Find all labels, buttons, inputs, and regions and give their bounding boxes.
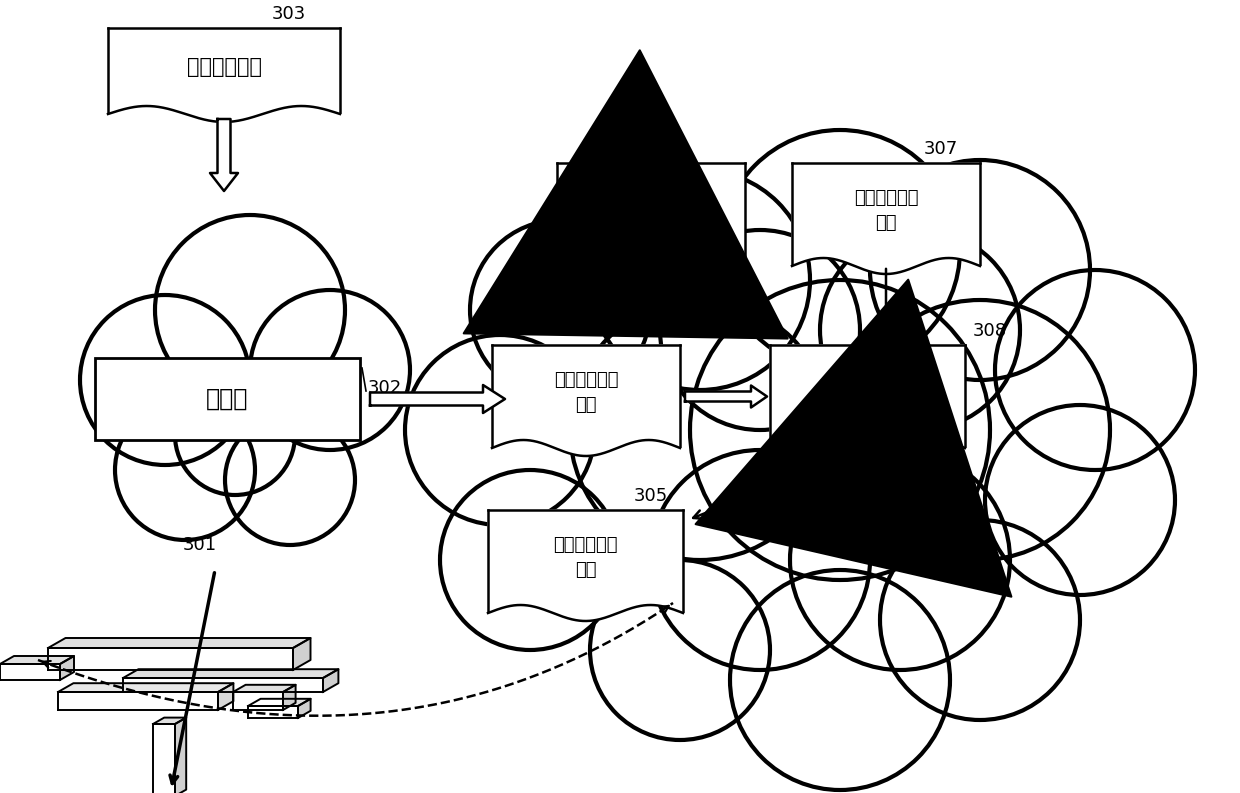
Circle shape [81,295,250,465]
Text: 当前理论位置
信息: 当前理论位置 信息 [854,189,919,232]
Polygon shape [557,163,745,274]
Polygon shape [210,119,238,191]
Polygon shape [293,638,310,670]
Circle shape [820,230,1021,430]
Circle shape [224,415,355,545]
Circle shape [720,130,960,370]
Text: 306: 306 [639,140,673,158]
Polygon shape [489,510,683,621]
Polygon shape [58,692,218,710]
Circle shape [590,170,810,390]
Polygon shape [248,699,310,706]
Circle shape [470,220,650,400]
Text: 运行控制指令: 运行控制指令 [186,57,262,77]
Polygon shape [248,706,298,718]
Polygon shape [218,684,233,710]
Polygon shape [58,684,233,692]
Circle shape [730,570,950,790]
Circle shape [880,520,1080,720]
Circle shape [440,470,620,650]
Polygon shape [108,28,340,122]
Polygon shape [684,385,768,408]
Text: 当前参考位置
信息: 当前参考位置 信息 [836,371,900,414]
Circle shape [250,290,410,450]
Circle shape [994,270,1195,470]
Circle shape [115,400,255,540]
Circle shape [689,280,990,580]
Polygon shape [123,669,339,678]
Circle shape [175,375,295,495]
Polygon shape [153,718,186,724]
Polygon shape [175,718,186,793]
Polygon shape [0,664,60,680]
Circle shape [985,405,1176,595]
Circle shape [660,230,861,430]
Text: 304: 304 [564,322,598,340]
Circle shape [790,450,1011,670]
Text: 302: 302 [368,379,402,397]
Circle shape [405,335,595,525]
Polygon shape [322,669,339,692]
Polygon shape [370,385,505,413]
Text: 目标参考位置
信息: 目标参考位置 信息 [553,536,618,579]
Polygon shape [233,685,295,692]
Polygon shape [153,724,175,793]
Circle shape [849,300,1110,560]
Text: 当前实际位置
信息: 当前实际位置 信息 [619,189,683,232]
Text: 307: 307 [924,140,959,158]
Circle shape [590,560,770,740]
Polygon shape [298,699,310,718]
Polygon shape [792,163,980,274]
Text: 控制器: 控制器 [206,387,249,411]
Text: 305: 305 [634,487,667,505]
Polygon shape [0,656,74,664]
Polygon shape [48,648,293,670]
Polygon shape [95,358,360,440]
Polygon shape [233,692,283,710]
Circle shape [570,300,830,560]
Text: 303: 303 [272,5,306,23]
Text: 308: 308 [973,322,1007,340]
Text: 初始参考位置
信息: 初始参考位置 信息 [554,371,619,414]
Polygon shape [283,685,295,710]
Polygon shape [60,656,74,680]
Polygon shape [770,345,965,456]
Polygon shape [123,678,322,692]
Text: 301: 301 [184,536,217,554]
Circle shape [870,160,1090,380]
Polygon shape [48,638,310,648]
Polygon shape [492,345,680,456]
Circle shape [650,450,870,670]
Circle shape [155,215,345,405]
